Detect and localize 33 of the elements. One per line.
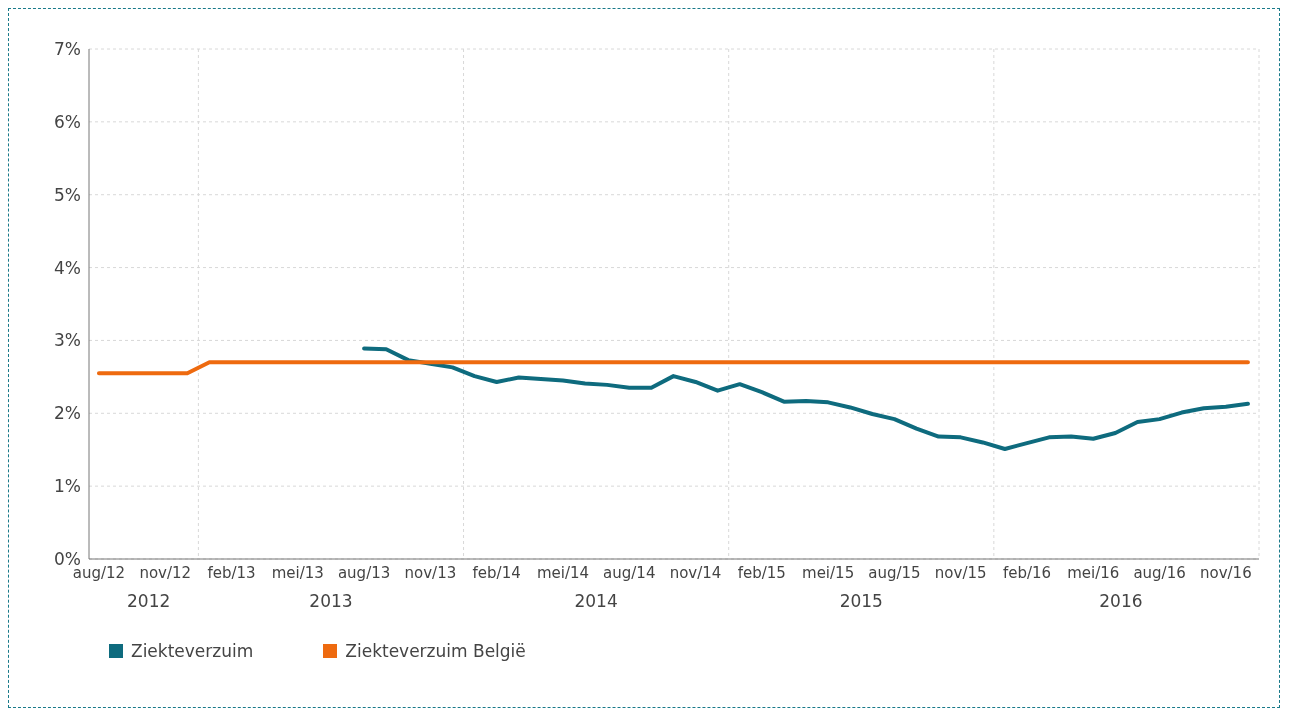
x-tick-label: feb/15 [737,563,786,582]
x-tick-label: mei/14 [536,563,590,582]
y-tick-label: 6% [54,111,81,132]
x-tick-label: nov/15 [934,563,987,582]
x-tick-label: mei/15 [802,563,855,582]
x-tick-label: mei/16 [1067,563,1120,582]
text: 2014 [573,591,619,611]
x-tick-label: aug/14 [603,563,656,582]
y-tick-label: 4% [54,257,81,278]
x-tick-label: aug/15 [868,563,921,582]
x-tick-label: nov/13 [404,563,457,582]
y-tick-label: 0% [54,549,81,570]
legend-label: Ziekteverzuim [131,641,254,661]
legend-label: Ziekteverzuim België [345,641,526,661]
text: 2015 [838,591,884,611]
x-tick-label: mei/13 [271,563,324,582]
x-tick-label: nov/14 [669,563,722,582]
x-tick-label: feb/14 [472,563,521,582]
x-tick-label: aug/16 [1133,563,1186,582]
x-tick-label: feb/16 [1002,563,1052,582]
text: 2016 [1098,591,1144,611]
x-tick-label: feb/13 [207,563,256,582]
text: 2013 [308,591,354,611]
y-tick-label: 7% [54,39,81,60]
y-tick-label: 2% [54,403,81,424]
y-tick-label: 3% [54,330,81,351]
line-series [362,346,1250,451]
x-tick-label: nov/16 [1200,563,1252,582]
text: 2012 [126,591,172,611]
y-tick-label: 5% [54,184,81,205]
x-tick-label: aug/13 [337,563,391,582]
x-tick-label: nov/12 [139,563,192,582]
y-tick-label: 1% [54,476,81,497]
